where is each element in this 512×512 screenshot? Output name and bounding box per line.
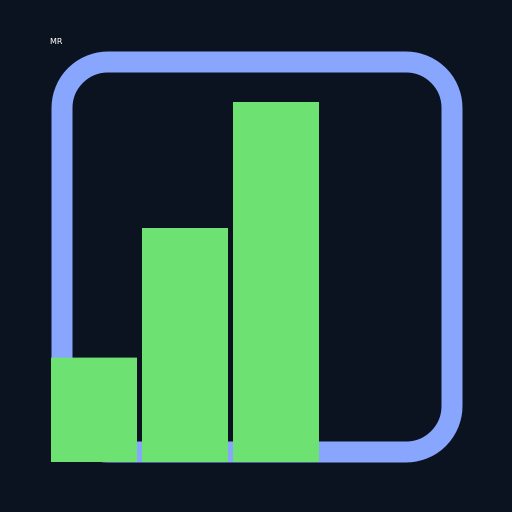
bar-1 — [51, 357, 137, 462]
bar-chart-icon — [51, 51, 463, 463]
bar-2 — [142, 228, 228, 462]
bars-group — [51, 102, 319, 462]
corner-label: MR — [50, 37, 63, 46]
bar-3 — [233, 102, 319, 462]
